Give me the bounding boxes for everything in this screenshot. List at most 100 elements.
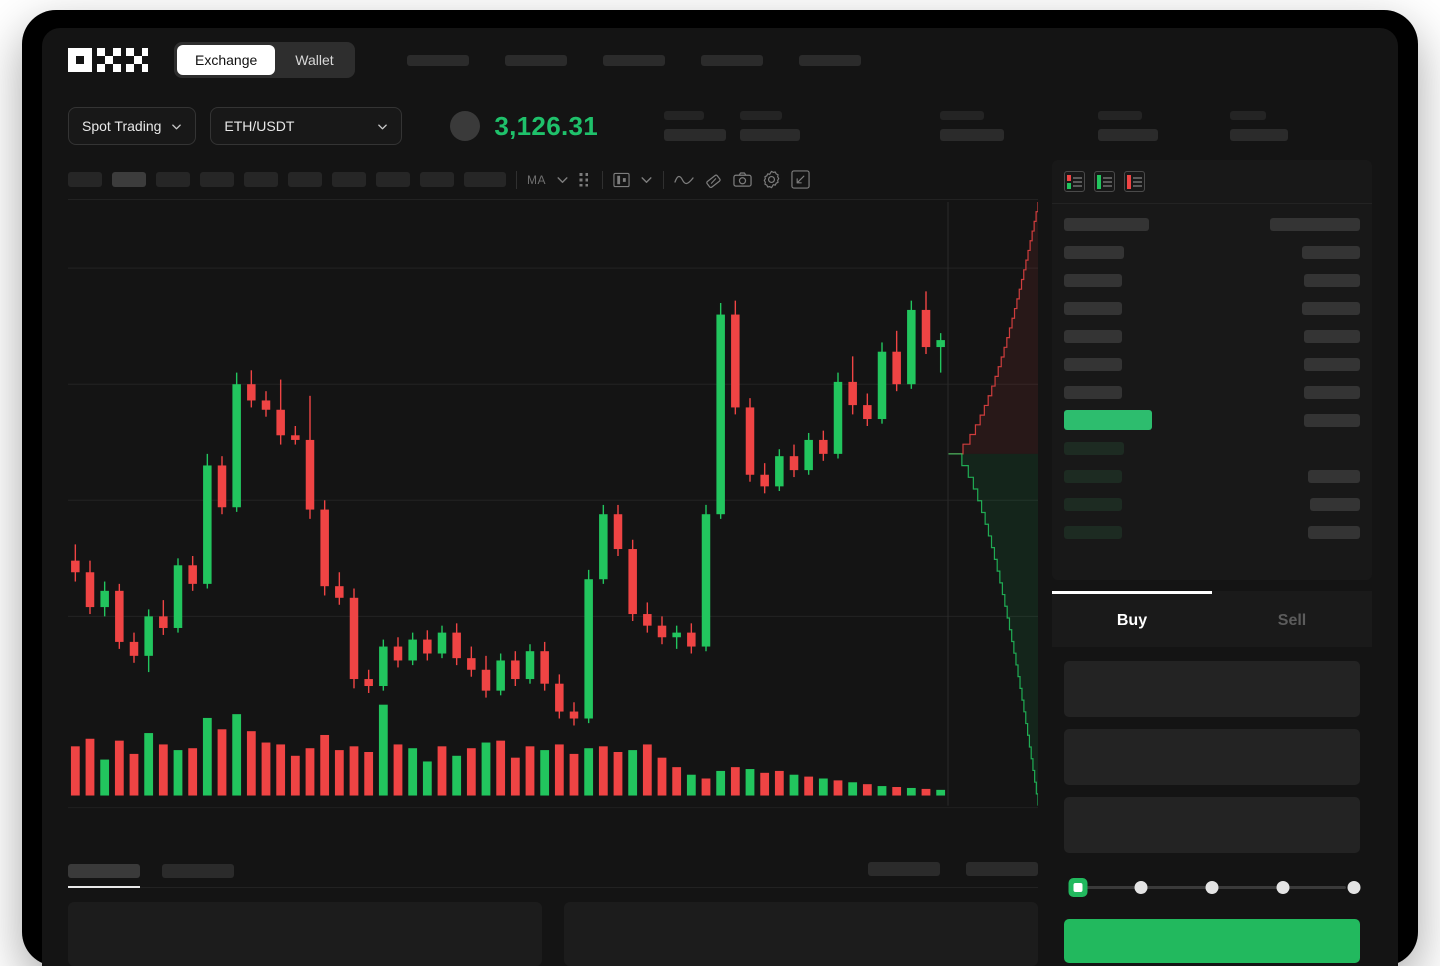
interval-buttons: [68, 172, 506, 187]
stat-value-placeholder: [740, 129, 800, 141]
camera-icon[interactable]: [733, 171, 752, 188]
nav-link-placeholder[interactable]: [504, 54, 567, 66]
market-stats: [664, 111, 1310, 141]
orderbook-price-cell: [1064, 410, 1152, 430]
bottom-panels: [68, 888, 1038, 966]
interval-button[interactable]: [464, 172, 506, 187]
chart-column: MA: [68, 160, 1038, 966]
nav-link-placeholder[interactable]: [406, 54, 469, 66]
orderbook-row[interactable]: [1052, 434, 1372, 462]
toolbar-divider: [516, 170, 517, 189]
orderbook-size-cell: [1302, 245, 1360, 259]
orderbook-row[interactable]: [1052, 266, 1372, 294]
chart-bottom-tab[interactable]: [68, 864, 140, 888]
orderbook-price-cell: [1064, 329, 1122, 343]
slider-handle[interactable]: [1068, 878, 1088, 897]
slider-stop-75[interactable]: [1276, 881, 1290, 894]
chevron-down-icon[interactable]: [556, 173, 569, 186]
orderbook-size-cell: [1270, 217, 1360, 231]
interval-button[interactable]: [288, 172, 322, 187]
orderbook-row[interactable]: [1052, 462, 1372, 490]
orderbook-view-modes: [1052, 160, 1372, 204]
place-buy-order-button[interactable]: [1064, 919, 1360, 963]
trading-pair-label: ETH/USDT: [224, 118, 295, 134]
orderbook-size-cell: [1304, 357, 1360, 371]
bottom-action-placeholder[interactable]: [966, 862, 1038, 876]
stat-label-placeholder: [1230, 111, 1266, 120]
chevron-down-icon[interactable]: [640, 173, 653, 186]
interval-button[interactable]: [376, 172, 410, 187]
orderbook-row[interactable]: [1052, 518, 1372, 546]
candlestick-type-icon[interactable]: [613, 172, 630, 188]
order-amount-input[interactable]: [1064, 729, 1360, 785]
slider-stop-100[interactable]: [1347, 881, 1361, 894]
orderbook-price-cell: [1064, 497, 1122, 511]
orderbook-row[interactable]: [1052, 294, 1372, 322]
interval-button[interactable]: [68, 172, 102, 187]
eraser-icon[interactable]: [704, 171, 723, 189]
orderbook-price-cell: [1064, 469, 1122, 483]
orderbook-row[interactable]: [1052, 210, 1372, 238]
toolbar-divider: [602, 170, 603, 189]
order-price-input[interactable]: [1064, 661, 1360, 717]
percentage-slider[interactable]: [1068, 877, 1361, 897]
stat-value-placeholder: [1230, 129, 1288, 141]
orderbook-price-cell: [1064, 301, 1122, 315]
interval-button[interactable]: [156, 172, 190, 187]
orderbook-both-icon[interactable]: [1064, 171, 1085, 192]
bottom-action-placeholder[interactable]: [868, 862, 940, 876]
trading-pair-selector[interactable]: ETH/USDT: [210, 107, 403, 145]
okx-logo-icon[interactable]: [68, 48, 148, 72]
interval-button-selected[interactable]: [112, 172, 146, 187]
stat-label-placeholder: [1098, 111, 1142, 120]
tab-buy[interactable]: Buy: [1052, 591, 1212, 647]
nav-link-placeholder[interactable]: [700, 54, 763, 66]
nav-link-placeholder[interactable]: [798, 54, 861, 66]
interval-button[interactable]: [244, 172, 278, 187]
orderbook-price-cell: [1064, 357, 1122, 371]
orderbook-bids-icon[interactable]: [1094, 171, 1115, 192]
orderbook-row[interactable]: [1052, 350, 1372, 378]
bottom-panel[interactable]: [564, 902, 1038, 966]
interval-button[interactable]: [420, 172, 454, 187]
bottom-panel[interactable]: [68, 902, 542, 966]
order-total-input[interactable]: [1064, 797, 1360, 853]
stat-label-placeholder: [740, 111, 782, 120]
candlestick-chart[interactable]: [68, 200, 1038, 846]
volume-series: [70, 704, 946, 796]
chevron-down-icon: [171, 121, 182, 132]
nav-link-placeholder[interactable]: [602, 54, 665, 66]
tab-sell[interactable]: Sell: [1212, 591, 1372, 647]
fullscreen-icon[interactable]: [791, 170, 810, 189]
interval-button[interactable]: [332, 172, 366, 187]
orderbook-row[interactable]: [1052, 490, 1372, 518]
last-price: 3,126.31: [494, 110, 598, 141]
segment-exchange[interactable]: Exchange: [177, 45, 276, 75]
orderbook-price-cell: [1064, 245, 1124, 259]
interval-button[interactable]: [200, 172, 234, 187]
chart-bottom-tab[interactable]: [162, 864, 234, 887]
workspace: MA: [42, 160, 1398, 966]
market-stat: [1230, 111, 1310, 141]
settings-gear-icon[interactable]: [762, 170, 781, 189]
slider-stop-25[interactable]: [1134, 881, 1148, 894]
orderbook-row[interactable]: [1052, 406, 1372, 434]
ma-indicator-label[interactable]: MA: [527, 172, 546, 187]
segment-wallet[interactable]: Wallet: [295, 52, 334, 68]
orderbook-size-cell: [1310, 497, 1360, 511]
orderbook-asks-icon[interactable]: [1124, 171, 1145, 192]
trading-mode-selector[interactable]: Spot Trading: [68, 107, 197, 145]
chart-canvas: [68, 202, 1038, 809]
orderbook-row[interactable]: [1052, 238, 1372, 266]
orderbook-size-cell: [1308, 469, 1360, 483]
indicator-grid-icon[interactable]: [579, 172, 592, 187]
line-wave-icon[interactable]: [674, 172, 694, 188]
device-frame: Exchange Wallet Spot Trading ETH/USDT: [22, 10, 1418, 966]
slider-stop-50[interactable]: [1205, 881, 1219, 894]
orderbook-row[interactable]: [1052, 378, 1372, 406]
stat-value-placeholder: [664, 129, 726, 141]
orderbook-row[interactable]: [1052, 322, 1372, 350]
chevron-down-icon: [377, 121, 388, 132]
market-header: Spot Trading ETH/USDT 3,126.31: [42, 92, 1398, 160]
order-book: [1052, 160, 1372, 580]
